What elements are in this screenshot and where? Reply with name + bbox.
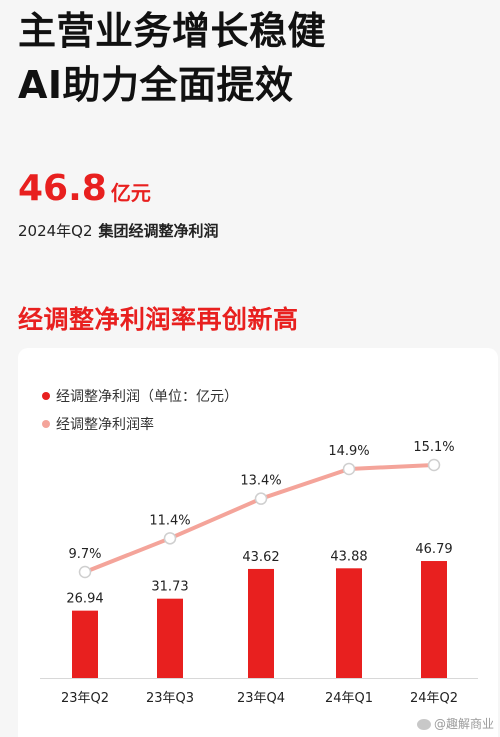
bar-0	[72, 610, 98, 678]
bar-3	[336, 568, 362, 678]
bar-value-label-0: 26.94	[66, 592, 103, 607]
legend-item-bars: 经调整净利润（单位：亿元）	[42, 386, 238, 406]
bar-4	[421, 561, 447, 678]
rate-point-1	[163, 532, 177, 545]
bar-value-label-2: 43.62	[242, 550, 279, 565]
bar-2	[248, 568, 274, 678]
highlight-caption: 2024年Q2 集团经调整净利润	[18, 220, 219, 241]
highlight-number: 46.8	[18, 168, 107, 209]
rate-point-2	[254, 492, 268, 505]
x-tick-label-3: 24年Q1	[325, 691, 373, 706]
rate-point-0	[78, 565, 92, 579]
rate-label-4: 15.1%	[413, 440, 454, 455]
legend-line-label: 经调整净利润率	[56, 417, 154, 433]
section-title: 经调整净利润率再创新高	[18, 305, 299, 334]
rate-point-4	[427, 458, 441, 472]
rate-label-3: 14.9%	[328, 444, 369, 459]
watermark: @趣解商业	[416, 715, 494, 732]
legend-bar-dot-icon	[42, 392, 50, 400]
rate-label-1: 11.4%	[149, 513, 190, 528]
legend-item-line: 经调整净利润率	[42, 414, 154, 434]
rate-label-0: 9.7%	[68, 547, 101, 562]
legend-bar-label: 经调整净利润（单位：亿元）	[56, 389, 238, 405]
bar-value-label-4: 46.79	[415, 542, 452, 557]
headline-line-2: AI助力全面提效	[18, 63, 294, 107]
highlight-period: 2024年Q2	[18, 222, 93, 240]
x-tick-label-4: 24年Q2	[410, 691, 458, 706]
watermark-text: @趣解商业	[433, 717, 494, 731]
highlight-metric: 集团经调整净利润	[98, 222, 219, 240]
x-tick-label-1: 23年Q3	[146, 691, 194, 706]
x-tick-label-2: 23年Q4	[237, 691, 285, 706]
rate-point-3	[342, 462, 356, 476]
x-tick-label-0: 23年Q2	[61, 691, 109, 706]
rate-label-2: 13.4%	[240, 474, 281, 489]
headline-line-1: 主营业务增长稳健	[18, 9, 327, 53]
weibo-icon	[416, 719, 431, 730]
legend-line-dot-icon	[42, 420, 50, 428]
bar-value-label-3: 43.88	[330, 549, 367, 564]
bar-value-label-1: 31.73	[151, 580, 188, 595]
headline: 主营业务增长稳健 AI助力全面提效	[18, 4, 326, 112]
highlight-value: 46.8 亿元	[18, 168, 151, 209]
highlight-unit: 亿元	[110, 181, 151, 205]
bar-1	[157, 598, 183, 678]
